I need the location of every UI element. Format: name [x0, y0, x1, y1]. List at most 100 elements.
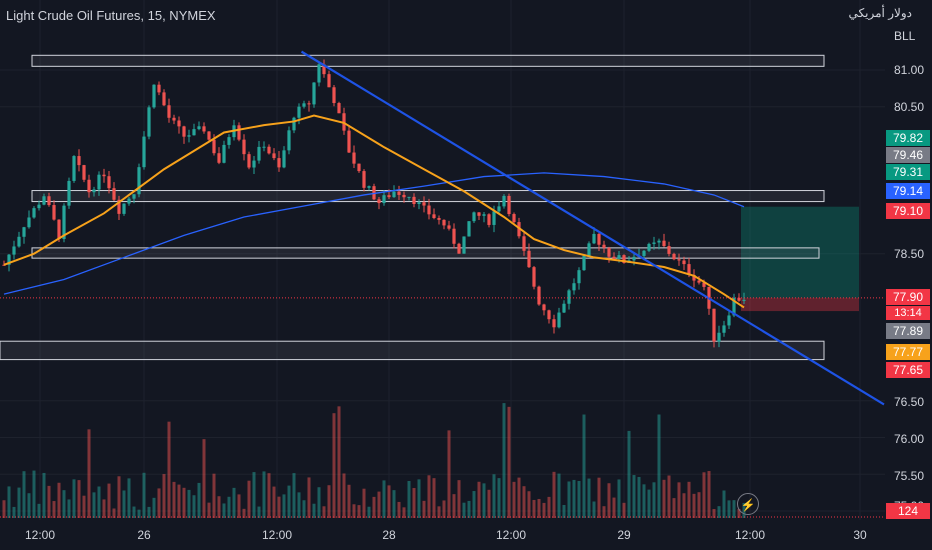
candle-body: [37, 204, 41, 209]
candle-body: [262, 146, 266, 148]
volume-bar: [172, 481, 176, 518]
candle-body: [102, 174, 106, 177]
volume-bar: [487, 489, 491, 518]
volume-bar: [222, 503, 226, 518]
volume-bar: [132, 506, 136, 518]
volume-bar: [557, 473, 561, 518]
candle-body: [142, 136, 146, 168]
candle-body: [327, 74, 331, 88]
candle-body: [377, 199, 381, 204]
candle-body: [42, 196, 46, 205]
volume-bar: [517, 477, 521, 518]
candle-body: [497, 206, 501, 212]
volume-bar: [342, 473, 346, 518]
price-badge: 79.31: [886, 164, 930, 180]
volume-bar: [17, 487, 21, 518]
candle-body: [702, 282, 706, 287]
y-tick-label: 76.00: [894, 432, 925, 446]
price-badge: 79.14: [886, 183, 930, 199]
price-badge: 79.10: [886, 203, 930, 219]
volume-bar: [347, 484, 351, 518]
position-profit-zone: [741, 206, 859, 298]
y-tick-label: 75.50: [894, 469, 925, 483]
currency-arabic-label: دولار أمريكي: [848, 6, 912, 20]
volume-bar: [457, 480, 461, 518]
candle-body: [147, 107, 151, 137]
price-badge: 77.65: [886, 362, 930, 378]
volume-bar: [737, 508, 741, 518]
volume-bar: [142, 472, 146, 518]
volume-bar: [127, 478, 131, 518]
x-tick-label: 28: [382, 528, 396, 542]
symbol-title[interactable]: Light Crude Oil Futures, 15, NYMEX: [6, 8, 216, 23]
candle-body: [672, 253, 676, 260]
volume-bar: [82, 495, 86, 518]
candle-body: [77, 156, 81, 166]
candle-body: [47, 196, 51, 206]
volume-bar: [472, 491, 476, 518]
candle-body: [502, 195, 506, 207]
volume-bar: [687, 481, 691, 518]
candle-body: [687, 264, 691, 275]
candle-body: [252, 160, 256, 168]
candle-body: [157, 84, 161, 93]
candle-body: [712, 308, 716, 342]
volume-bar: [497, 478, 501, 518]
candle-body: [657, 240, 661, 243]
volume-bar: [607, 483, 611, 518]
candle-body: [737, 297, 741, 301]
candle-body: [527, 250, 531, 268]
volume-bar: [722, 490, 726, 518]
volume-bar: [182, 487, 186, 518]
candle-body: [227, 137, 231, 145]
candle-body: [647, 243, 651, 251]
volume-bar: [697, 492, 701, 518]
candle-body: [207, 131, 211, 140]
candle-body: [107, 176, 111, 189]
volume-bar: [522, 486, 526, 518]
candle-body: [652, 242, 656, 244]
price-badge: 79.46: [886, 147, 930, 163]
volume-bar: [702, 472, 706, 518]
volume-bar: [592, 501, 596, 518]
candle-body: [397, 191, 401, 195]
bar-countdown: 13:14: [886, 306, 930, 320]
volume-bar: [27, 493, 31, 518]
volume-bar: [7, 486, 11, 518]
volume-bar: [327, 485, 331, 518]
volume-bar: [52, 501, 56, 518]
candle-body: [717, 332, 721, 342]
volume-bar: [397, 501, 401, 518]
candle-body: [632, 256, 636, 261]
volume-bar: [447, 430, 451, 518]
trendline: [300, 50, 885, 406]
volume-bar: [67, 499, 71, 518]
y-tick-label: 81.00: [894, 63, 925, 77]
lightning-icon[interactable]: ⚡: [737, 493, 759, 515]
candle-body: [617, 255, 621, 259]
candle-body: [167, 105, 171, 118]
volume-bar: [602, 506, 606, 518]
candle-body: [67, 180, 71, 206]
candle-body: [87, 179, 91, 193]
candle-body: [587, 243, 591, 256]
candle-body: [557, 312, 561, 328]
candle-body: [602, 244, 606, 248]
candle-body: [442, 219, 446, 226]
candle-body: [187, 135, 191, 137]
volume-bar: [532, 499, 536, 518]
candle-body: [272, 153, 276, 159]
volume-bar: [402, 507, 406, 518]
volume-bar: [117, 476, 121, 518]
candle-body: [247, 154, 251, 168]
currency-code-label: BLL: [894, 29, 916, 43]
candle-body: [162, 92, 166, 106]
volume-bar: [177, 484, 181, 518]
candle-body: [137, 167, 141, 195]
volume-bar: [452, 494, 456, 518]
candle-body: [357, 163, 361, 172]
candle-body: [722, 325, 726, 333]
volume-bar: [32, 470, 36, 518]
volume-bar: [97, 486, 101, 518]
